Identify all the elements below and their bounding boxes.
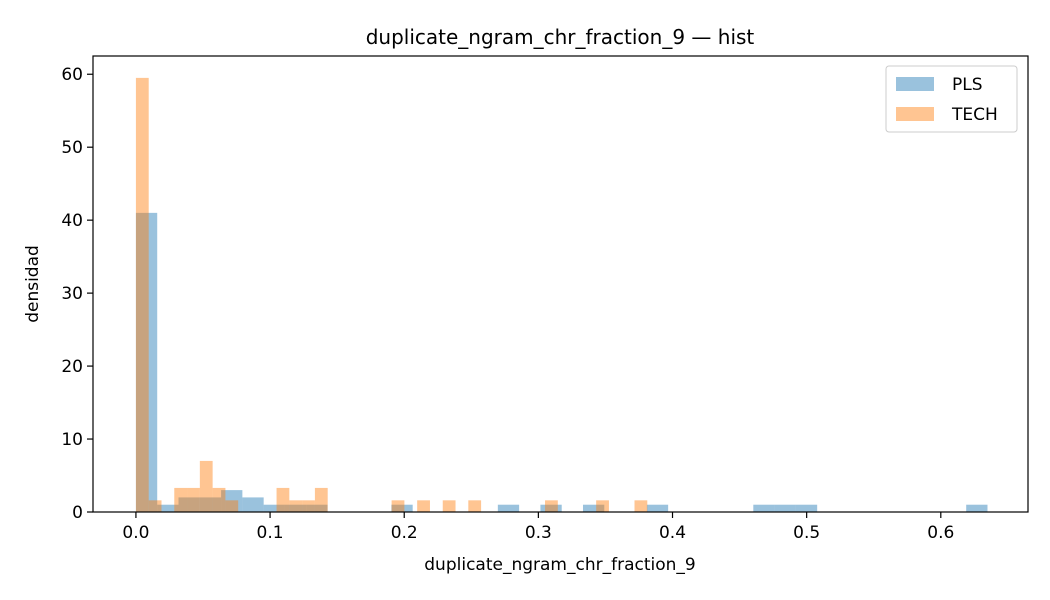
bar-pls xyxy=(774,504,796,512)
bar-pls xyxy=(242,497,264,512)
bar-tech xyxy=(199,460,213,512)
bar-tech xyxy=(314,487,328,512)
bar-tech xyxy=(302,500,315,512)
bar-tech xyxy=(276,487,290,512)
bar-pls xyxy=(391,504,413,512)
bar-pls xyxy=(284,504,307,512)
x-axis-ticks: 0.0 0.1 0.2 0.3 0.4 0.5 0.6 xyxy=(122,512,954,543)
plot-frame xyxy=(92,55,1029,513)
legend-box xyxy=(885,65,1018,133)
bar-pls xyxy=(646,504,669,512)
bars-layer xyxy=(135,77,988,512)
y-tick-label: 10 xyxy=(61,430,83,450)
legend: PLS TECH xyxy=(885,65,1018,133)
bar-tech xyxy=(289,500,303,512)
bar-tech xyxy=(417,500,430,512)
y-tick-label: 0 xyxy=(72,503,83,523)
bar-tech xyxy=(187,487,200,512)
x-tick-label: 0.4 xyxy=(659,523,686,543)
series-pls-bars xyxy=(135,212,988,512)
bar-tech xyxy=(212,487,226,512)
bar-tech xyxy=(391,500,405,512)
x-tick-label: 0.0 xyxy=(122,523,149,543)
series-tech-bars xyxy=(135,77,648,512)
bar-pls xyxy=(157,504,179,512)
bar-tech xyxy=(442,500,456,512)
bar-tech xyxy=(468,500,482,512)
y-axis-ticks: 0 10 20 30 40 50 60 xyxy=(61,65,93,523)
bar-tech xyxy=(634,500,648,512)
bar-tech xyxy=(174,487,188,512)
bar-pls xyxy=(263,504,285,512)
bar-tech xyxy=(148,500,162,512)
legend-label-pls: PLS xyxy=(952,75,983,95)
x-axis-label: duplicate_ngram_chr_fraction_9 xyxy=(424,555,695,575)
bar-pls xyxy=(306,504,328,512)
bar-tech xyxy=(545,500,558,512)
x-tick-label: 0.1 xyxy=(257,523,284,543)
bar-pls xyxy=(795,504,818,512)
bar-pls xyxy=(582,504,605,512)
y-axis-label: densidad xyxy=(23,245,43,323)
bar-pls xyxy=(135,212,158,512)
y-tick-label: 60 xyxy=(61,65,83,85)
x-tick-label: 0.3 xyxy=(525,523,552,543)
y-tick-label: 50 xyxy=(61,138,83,158)
x-tick-label: 0.5 xyxy=(793,523,820,543)
bar-pls xyxy=(753,504,775,512)
legend-swatch-pls xyxy=(896,77,934,91)
x-tick-label: 0.2 xyxy=(391,523,418,543)
chart-title: duplicate_ngram_chr_fraction_9 — hist xyxy=(366,25,755,49)
y-tick-label: 30 xyxy=(61,284,83,304)
y-tick-label: 20 xyxy=(61,357,83,377)
legend-label-tech: TECH xyxy=(951,105,998,125)
bar-pls xyxy=(221,490,243,512)
y-tick-label: 40 xyxy=(61,211,83,231)
bar-tech xyxy=(596,500,609,512)
bar-pls xyxy=(497,504,520,512)
bar-pls xyxy=(540,504,562,512)
legend-swatch-tech xyxy=(896,107,934,121)
bar-pls xyxy=(966,504,988,512)
bar-tech xyxy=(225,500,239,512)
bar-tech xyxy=(135,77,149,512)
bar-pls xyxy=(178,497,200,512)
bar-pls xyxy=(199,497,222,512)
x-tick-label: 0.6 xyxy=(927,523,954,543)
